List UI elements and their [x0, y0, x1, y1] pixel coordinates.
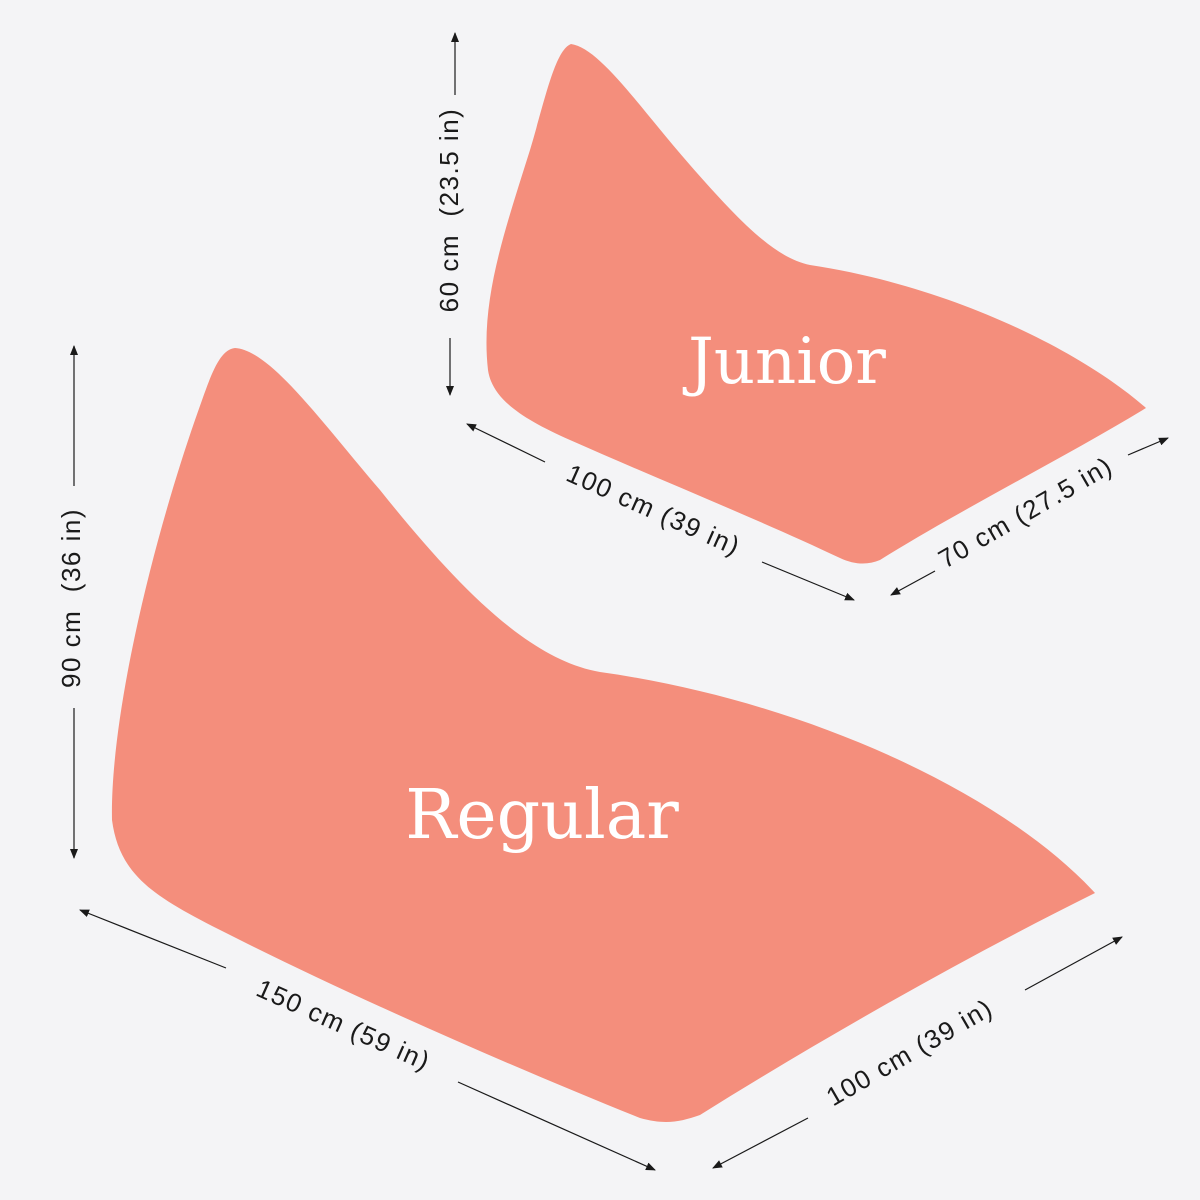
regular-length-line-left: [79, 909, 227, 969]
regular-length-line-right: [457, 1081, 656, 1171]
regular-height-label: 90 cm (36 in): [56, 508, 86, 688]
regular-width-line-right: [1024, 936, 1123, 991]
regular-width-line-left: [712, 1117, 809, 1169]
regular-beanbag-shape: [111, 348, 1096, 1122]
junior-length-line-right: [761, 561, 855, 601]
regular-label: Regular: [405, 776, 679, 855]
junior-length-line-left: [466, 423, 546, 463]
junior-label: Junior: [682, 325, 886, 399]
junior-height-dimension: 60 cm (23.5 in): [434, 32, 464, 396]
junior-width-line-right: [1127, 437, 1169, 456]
junior-width-line-left: [890, 570, 936, 596]
junior-beanbag: Junior 60 cm (23.5 in) 100 cm (39 in) 70…: [434, 32, 1169, 601]
junior-beanbag-shape: [486, 44, 1146, 564]
junior-height-label: 60 cm (23.5 in): [434, 108, 464, 313]
regular-height-dimension: 90 cm (36 in): [56, 345, 86, 859]
